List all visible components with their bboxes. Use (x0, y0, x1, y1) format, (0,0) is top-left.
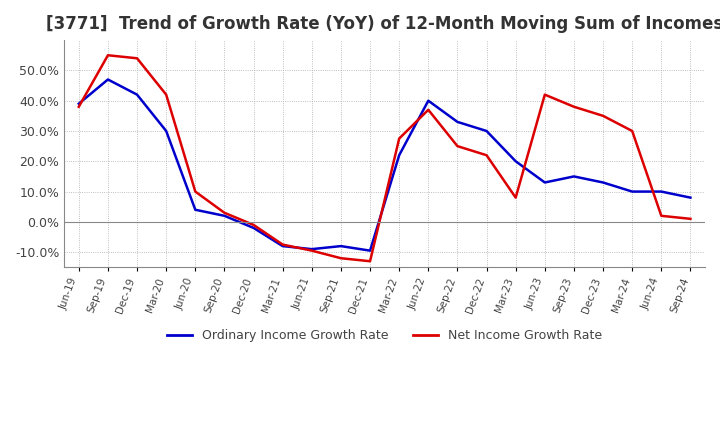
Ordinary Income Growth Rate (191, 207, 199, 213)
Net Income Growth Rate (279, 242, 287, 247)
Net Income Growth Rate (162, 92, 171, 97)
Net Income Growth Rate (249, 222, 258, 227)
Net Income Growth Rate (366, 259, 374, 264)
Ordinary Income Growth Rate (424, 98, 433, 103)
Ordinary Income Growth Rate (395, 153, 403, 158)
Net Income Growth Rate (220, 210, 229, 216)
Ordinary Income Growth Rate (220, 213, 229, 218)
Ordinary Income Growth Rate (307, 246, 316, 252)
Net Income Growth Rate (657, 213, 665, 218)
Net Income Growth Rate (191, 189, 199, 194)
Net Income Growth Rate (424, 107, 433, 113)
Ordinary Income Growth Rate (74, 101, 83, 106)
Ordinary Income Growth Rate (249, 225, 258, 231)
Ordinary Income Growth Rate (337, 243, 346, 249)
Net Income Growth Rate (74, 104, 83, 110)
Net Income Growth Rate (395, 136, 403, 141)
Ordinary Income Growth Rate (599, 180, 608, 185)
Net Income Growth Rate (541, 92, 549, 97)
Line: Net Income Growth Rate: Net Income Growth Rate (78, 55, 690, 261)
Net Income Growth Rate (307, 248, 316, 253)
Net Income Growth Rate (599, 113, 608, 118)
Ordinary Income Growth Rate (162, 128, 171, 134)
Net Income Growth Rate (628, 128, 636, 134)
Ordinary Income Growth Rate (686, 195, 695, 200)
Ordinary Income Growth Rate (570, 174, 578, 179)
Ordinary Income Growth Rate (482, 128, 491, 134)
Ordinary Income Growth Rate (453, 119, 462, 125)
Net Income Growth Rate (132, 55, 141, 61)
Title: [3771]  Trend of Growth Rate (YoY) of 12-Month Moving Sum of Incomes: [3771] Trend of Growth Rate (YoY) of 12-… (46, 15, 720, 33)
Line: Ordinary Income Growth Rate: Ordinary Income Growth Rate (78, 80, 690, 251)
Net Income Growth Rate (570, 104, 578, 110)
Net Income Growth Rate (482, 153, 491, 158)
Net Income Growth Rate (511, 195, 520, 200)
Ordinary Income Growth Rate (104, 77, 112, 82)
Ordinary Income Growth Rate (628, 189, 636, 194)
Legend: Ordinary Income Growth Rate, Net Income Growth Rate: Ordinary Income Growth Rate, Net Income … (162, 324, 608, 348)
Net Income Growth Rate (104, 53, 112, 58)
Ordinary Income Growth Rate (279, 243, 287, 249)
Ordinary Income Growth Rate (657, 189, 665, 194)
Net Income Growth Rate (686, 216, 695, 221)
Net Income Growth Rate (337, 256, 346, 261)
Ordinary Income Growth Rate (132, 92, 141, 97)
Net Income Growth Rate (453, 143, 462, 149)
Ordinary Income Growth Rate (541, 180, 549, 185)
Ordinary Income Growth Rate (511, 159, 520, 164)
Ordinary Income Growth Rate (366, 248, 374, 253)
